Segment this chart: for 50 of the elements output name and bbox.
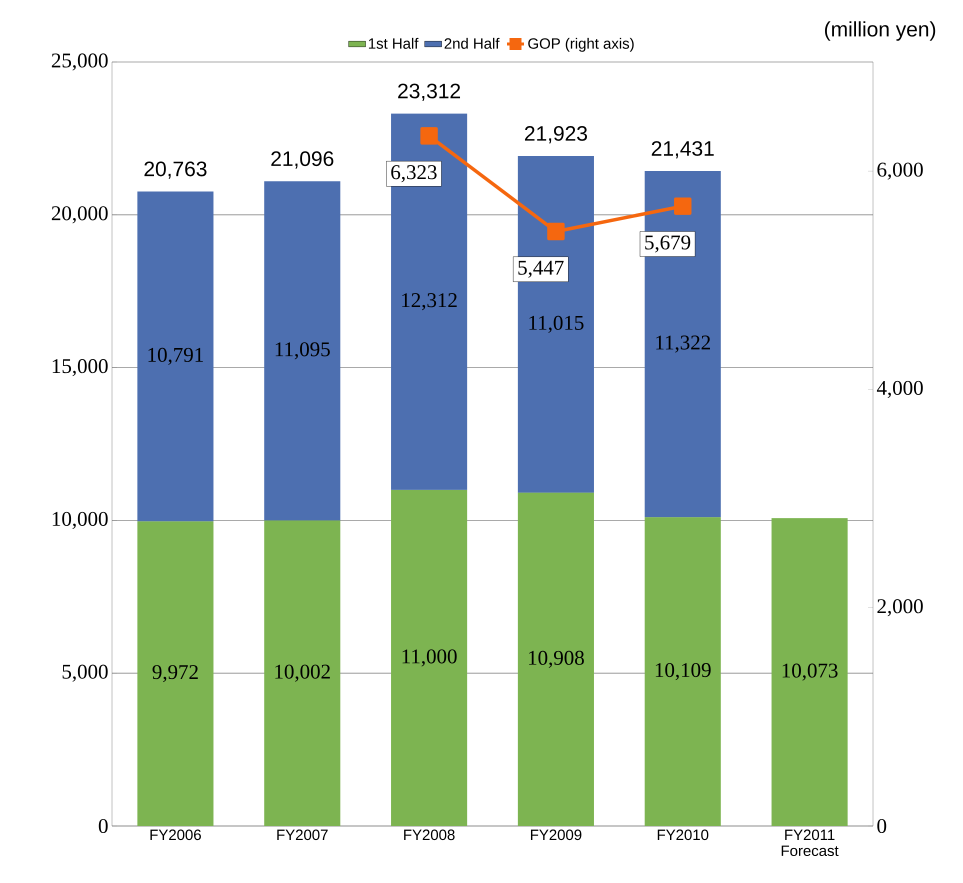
- text: (million yen): [825, 21, 936, 41]
- data-label: 12,312: [402, 293, 457, 310]
- y-tick-label: 15,000: [52, 359, 108, 376]
- data-label: 10,908: [529, 650, 584, 668]
- y-tick-label: 10,000: [52, 512, 108, 529]
- x-tick-label: FY2011 Forecast: [782, 830, 839, 856]
- bar: [518, 492, 594, 826]
- x-tick-label: FY2010: [658, 830, 708, 840]
- bar: [137, 521, 214, 826]
- data-label: 6,323: [391, 165, 437, 182]
- y-tick-label: 20,000: [52, 206, 108, 224]
- total-label: 21,923: [524, 126, 587, 144]
- legend-label: GOP (right axis): [528, 38, 634, 52]
- point: [420, 127, 438, 145]
- legend-label: 2nd Half: [444, 38, 500, 49]
- point: [674, 197, 692, 215]
- total-label: 20,763: [144, 162, 206, 179]
- y2-tick-label: 0: [877, 818, 886, 834]
- x-tick-label: FY2006: [150, 830, 201, 840]
- bar: [391, 490, 468, 826]
- data-label: 10,109: [656, 662, 711, 680]
- data-label: 10,073: [782, 664, 838, 681]
- data-label: 10,002: [275, 664, 330, 682]
- data-label: 5,447: [518, 260, 564, 278]
- data-label: 5,679: [645, 235, 690, 253]
- y2-tick-label: 6,000: [877, 162, 923, 180]
- total-label: 21,096: [271, 151, 334, 169]
- y-tick-label: 5,000: [62, 664, 108, 682]
- data-label: 10,791: [148, 348, 203, 365]
- y-tick-label: 25,000: [52, 53, 108, 71]
- y2-tick-label: 4,000: [876, 380, 923, 398]
- x-tick-label: FY2008: [404, 830, 455, 840]
- point: [547, 222, 565, 240]
- y2-tick-label: 2,000: [877, 599, 923, 616]
- data-label: 11,015: [529, 316, 584, 333]
- total-label: 23,312: [398, 84, 460, 101]
- legend-label: 1st Half: [368, 38, 418, 49]
- total-label: 21,431: [652, 141, 714, 158]
- y-tick-label: 0: [98, 818, 108, 834]
- data-label: 11,000: [402, 649, 457, 666]
- bar: [772, 518, 848, 826]
- bar: [644, 517, 721, 826]
- data-label: 11,095: [276, 342, 330, 360]
- bar: [264, 181, 340, 520]
- data-label: 11,322: [656, 336, 710, 353]
- bar: [137, 191, 214, 522]
- data-label: 9,972: [152, 665, 198, 682]
- x-tick-label: FY2007: [277, 830, 328, 840]
- x-tick-label: FY2009: [530, 830, 582, 840]
- bar: [264, 520, 340, 826]
